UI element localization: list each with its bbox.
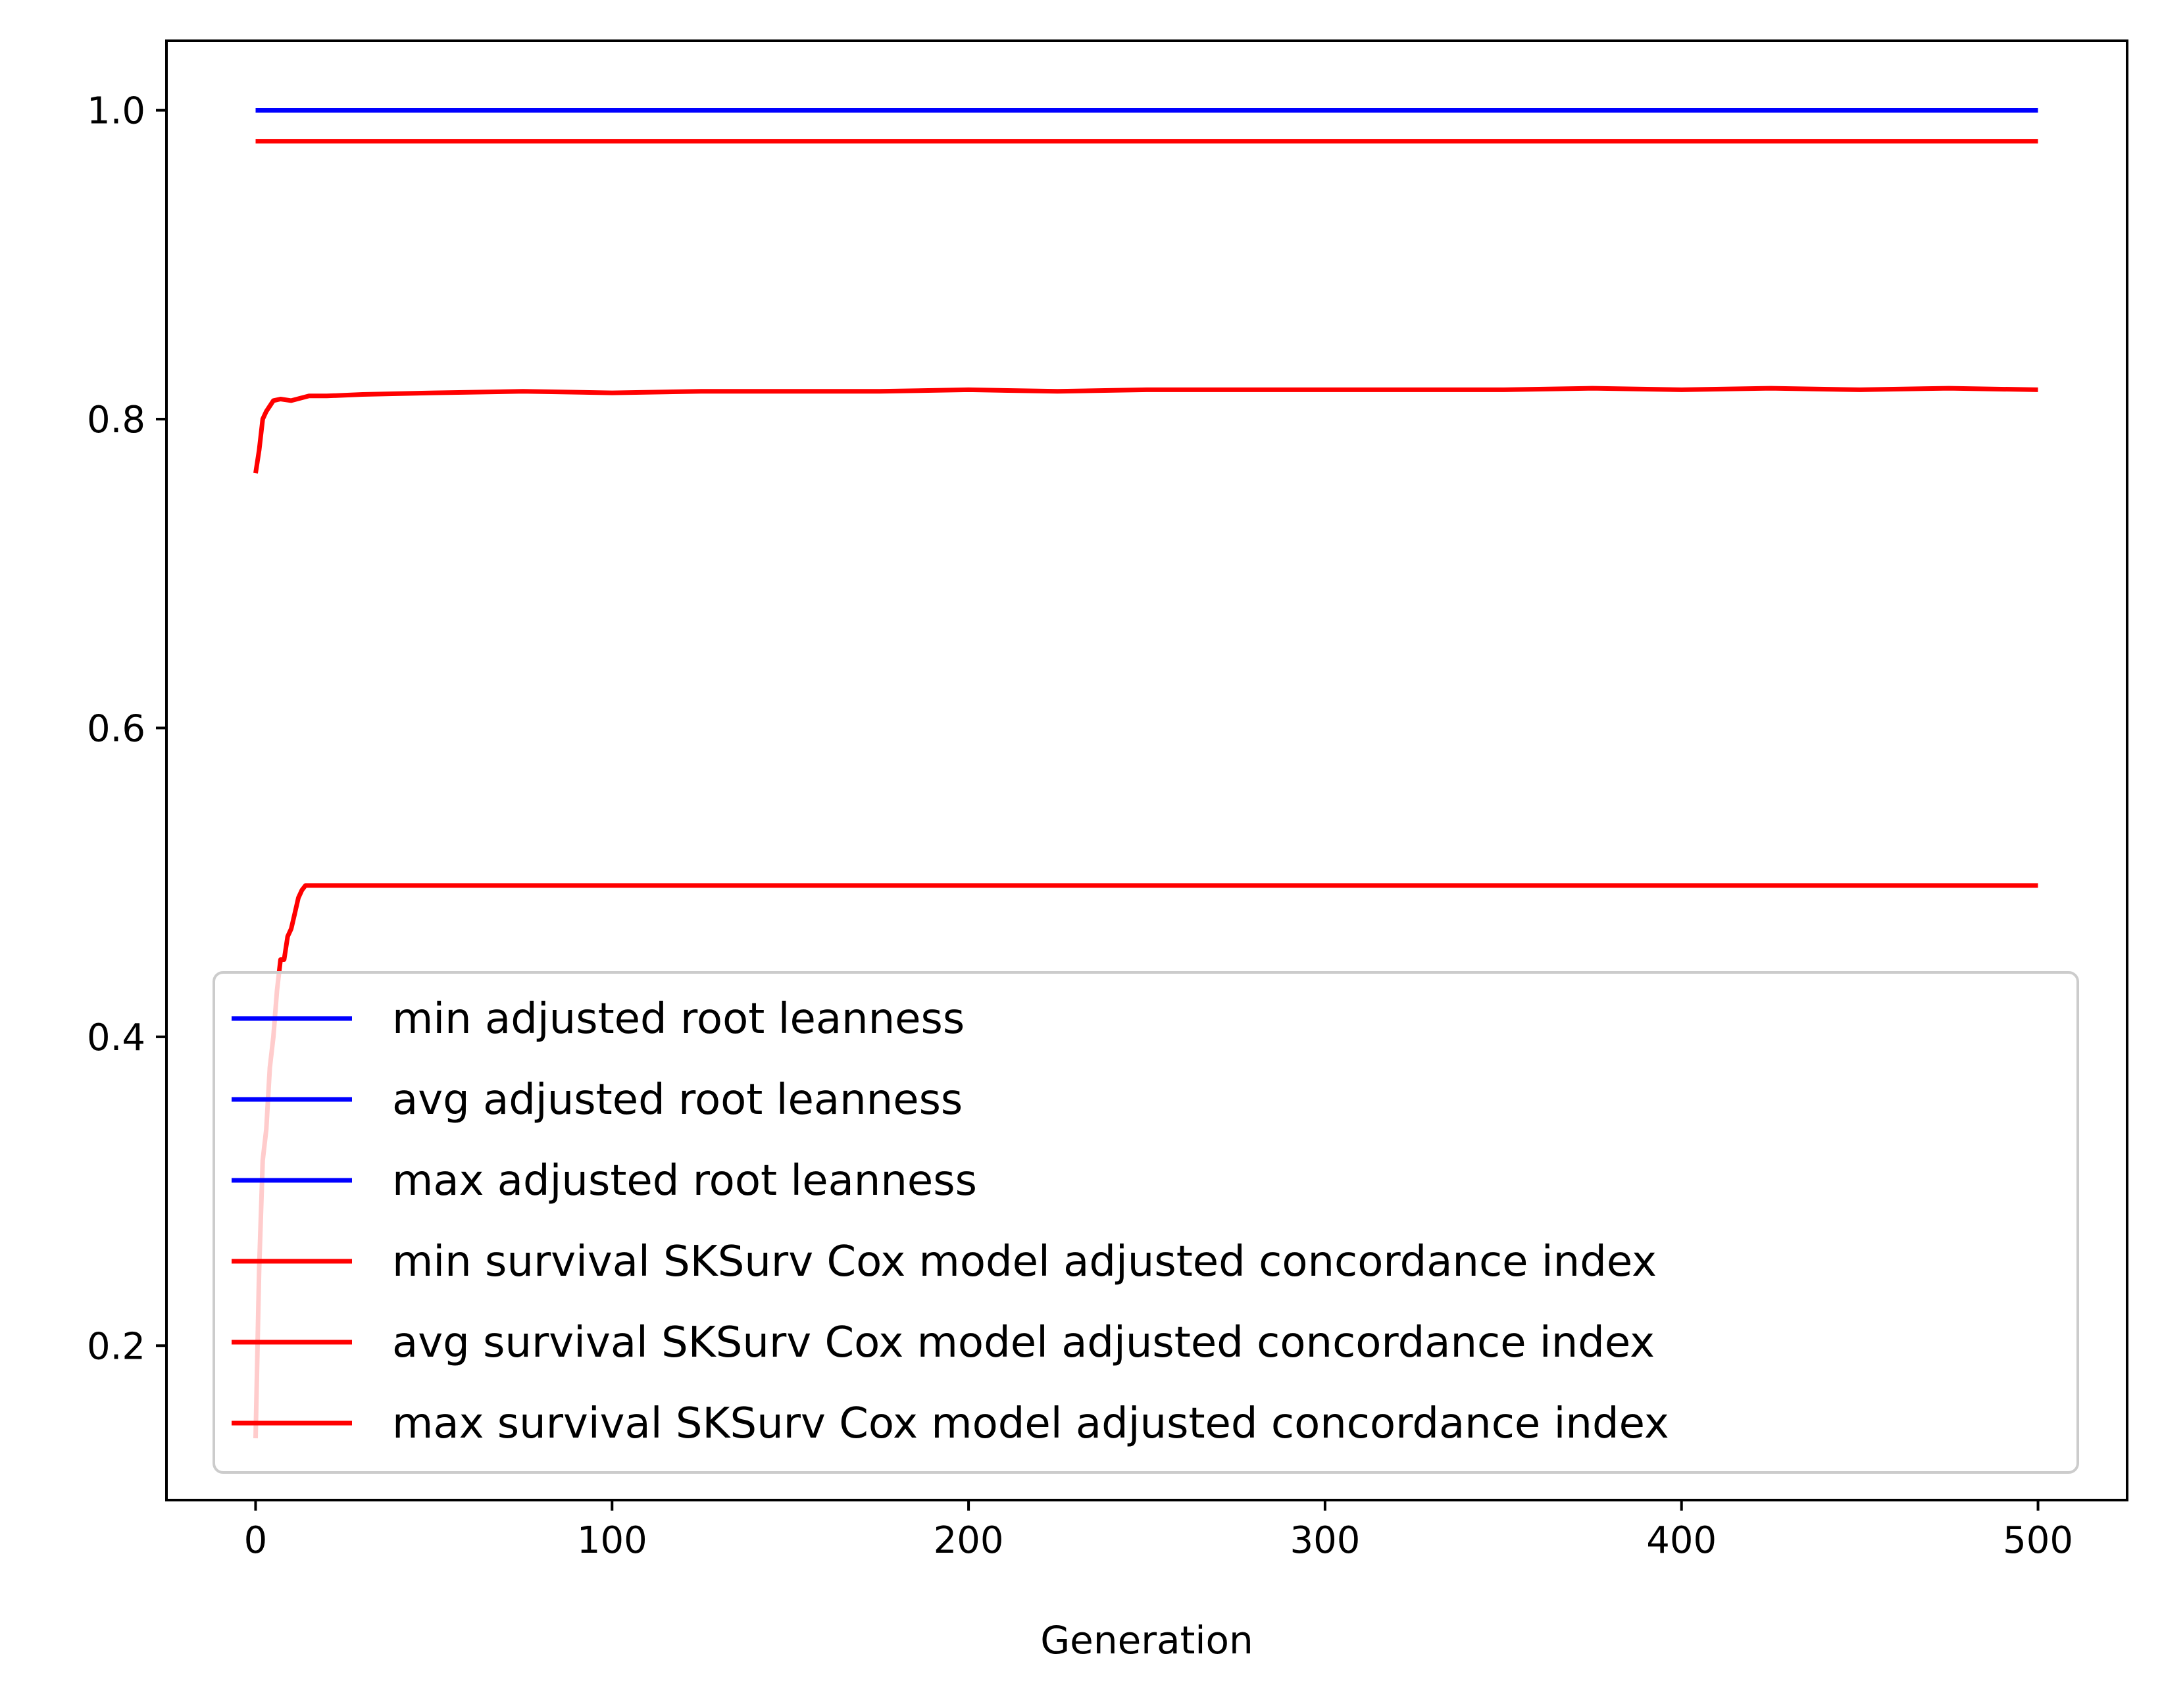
y-tick-label-4: 1.0 [87, 90, 145, 133]
y-ticks: 0.2 0.4 0.6 0.8 1.0 [87, 90, 166, 1368]
x-ticks: 0 100 200 300 400 500 [244, 1500, 2073, 1562]
legend-box [213, 971, 2079, 1474]
legend-label-3: min survival SKSurv Cox model adjusted c… [392, 1238, 1657, 1286]
legend-label-5: max survival SKSurv Cox model adjusted c… [392, 1399, 1669, 1448]
x-tick-label-1: 100 [577, 1519, 647, 1562]
x-tick-label-5: 500 [2003, 1519, 2073, 1562]
x-tick-label-2: 200 [934, 1519, 1004, 1562]
series-line-4 [253, 386, 2038, 474]
legend-label-2: max adjusted root leanness [392, 1157, 977, 1205]
legend-label-0: min adjusted root leanness [392, 995, 965, 1043]
x-tick-label-0: 0 [244, 1519, 268, 1562]
y-tick-label-0: 0.2 [87, 1325, 145, 1368]
y-tick-label-3: 0.8 [87, 399, 145, 441]
legend-label-4: avg survival SKSurv Cox model adjusted c… [392, 1319, 1655, 1367]
y-tick-label-2: 0.6 [87, 707, 145, 750]
x-tick-label-3: 300 [1290, 1519, 1360, 1562]
legend: min adjusted root leanness avg adjusted r… [213, 971, 2079, 1474]
y-tick-label-1: 0.4 [87, 1017, 145, 1059]
axes-frame [165, 39, 2128, 1501]
legend-label-1: avg adjusted root leanness [392, 1076, 963, 1124]
x-tick-label-4: 400 [1646, 1519, 1717, 1562]
x-axis-label: Generation [1040, 1618, 1253, 1663]
